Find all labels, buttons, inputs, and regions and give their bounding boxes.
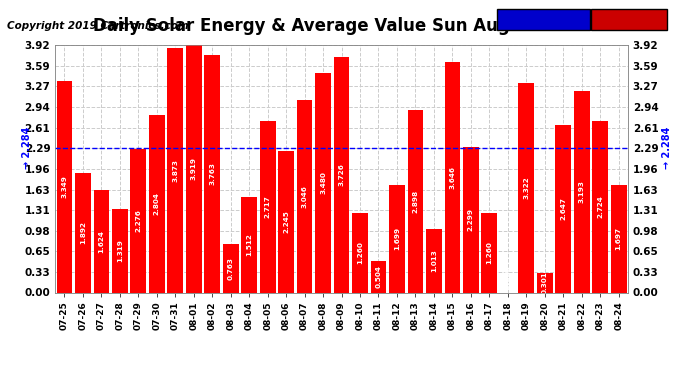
Bar — [518, 83, 534, 292]
Text: 3.763: 3.763 — [209, 162, 215, 185]
Text: 3.193: 3.193 — [579, 180, 584, 203]
Bar — [408, 110, 423, 292]
Text: 3.646: 3.646 — [449, 166, 455, 189]
Text: 3.873: 3.873 — [172, 159, 178, 182]
Text: 1.260: 1.260 — [357, 241, 363, 264]
Bar — [297, 100, 313, 292]
Bar — [149, 116, 165, 292]
Text: → 2.284: → 2.284 — [662, 127, 672, 170]
Bar — [611, 185, 627, 292]
Text: → 2.284: → 2.284 — [22, 127, 32, 170]
Text: 1.699: 1.699 — [394, 227, 400, 251]
Text: 2.276: 2.276 — [135, 209, 141, 232]
Text: 1.013: 1.013 — [431, 249, 437, 272]
Text: 2.724: 2.724 — [597, 195, 603, 218]
Bar — [112, 209, 128, 292]
Text: 2.245: 2.245 — [283, 210, 289, 233]
Bar — [223, 244, 239, 292]
Text: 1.624: 1.624 — [99, 230, 104, 253]
Bar — [315, 73, 331, 292]
Text: 2.647: 2.647 — [560, 198, 566, 220]
Text: Daily  ($): Daily ($) — [606, 15, 653, 24]
Text: Copyright 2019 Cartronics.com: Copyright 2019 Cartronics.com — [7, 21, 188, 31]
Text: 2.804: 2.804 — [154, 192, 160, 215]
Bar — [241, 197, 257, 292]
Bar — [482, 213, 497, 292]
Text: 1.319: 1.319 — [117, 239, 123, 262]
Bar — [592, 120, 608, 292]
Bar — [426, 228, 442, 292]
Bar — [334, 57, 349, 292]
Text: Daily Solar Energy & Average Value Sun Aug 25 19:33: Daily Solar Energy & Average Value Sun A… — [93, 17, 597, 35]
Bar — [75, 173, 91, 292]
Text: 3.349: 3.349 — [61, 176, 68, 198]
Bar — [352, 213, 368, 292]
Text: 0.763: 0.763 — [228, 257, 234, 280]
Bar — [278, 151, 294, 292]
Text: 0.504: 0.504 — [375, 265, 382, 288]
Bar — [260, 121, 275, 292]
Text: 1.892: 1.892 — [80, 221, 86, 244]
Text: 2.898: 2.898 — [413, 189, 418, 213]
Text: 1.260: 1.260 — [486, 241, 493, 264]
Bar — [371, 261, 386, 292]
Text: 2.299: 2.299 — [468, 209, 474, 231]
Text: 3.046: 3.046 — [302, 185, 308, 208]
Bar — [555, 125, 571, 292]
Text: Average  ($): Average ($) — [512, 15, 574, 24]
Bar — [444, 62, 460, 292]
Bar — [574, 91, 589, 292]
Text: 3.726: 3.726 — [339, 164, 344, 186]
Bar — [389, 185, 405, 292]
Text: 1.697: 1.697 — [615, 227, 622, 251]
Text: 3.480: 3.480 — [320, 171, 326, 194]
Text: 1.512: 1.512 — [246, 233, 252, 256]
Bar — [57, 81, 72, 292]
Bar — [463, 147, 479, 292]
Text: 0.301: 0.301 — [542, 272, 548, 294]
Bar — [186, 45, 201, 292]
Text: 0.000: 0.000 — [505, 267, 511, 290]
Bar — [94, 190, 109, 292]
Bar — [204, 55, 220, 292]
Bar — [537, 273, 553, 292]
Bar — [168, 48, 183, 292]
Text: 3.919: 3.919 — [190, 157, 197, 180]
Text: 2.717: 2.717 — [265, 195, 270, 218]
Bar — [130, 149, 146, 292]
Text: 3.322: 3.322 — [523, 176, 529, 199]
